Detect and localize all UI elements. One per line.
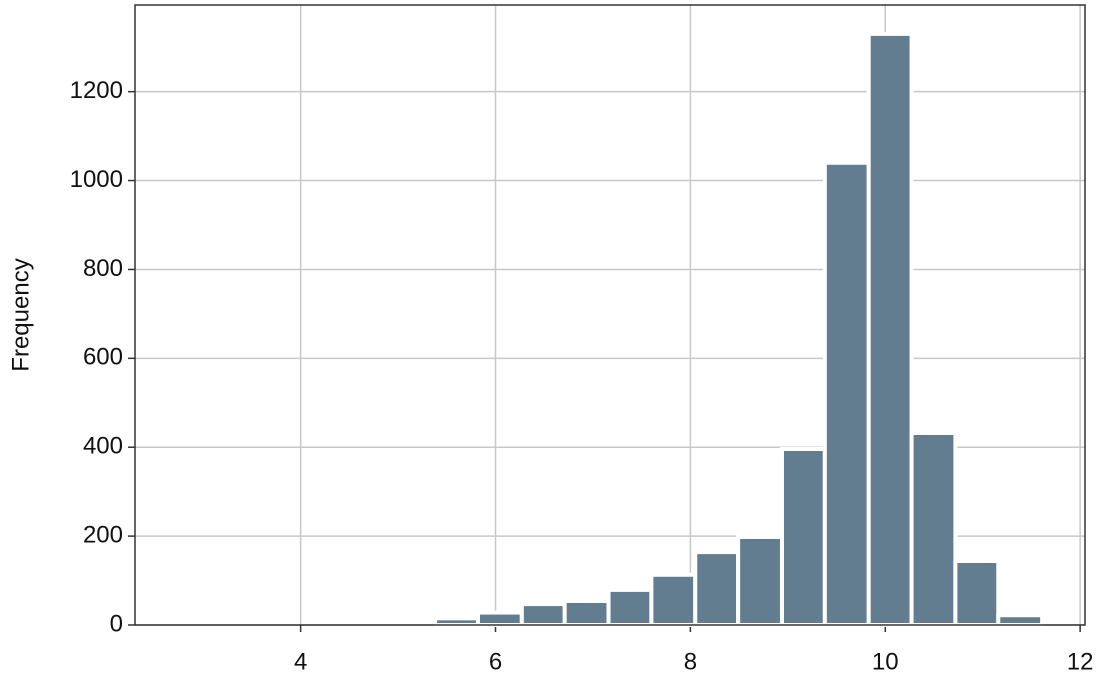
y-tick-label: 200 bbox=[83, 521, 123, 548]
bar bbox=[996, 613, 1045, 628]
bar bbox=[433, 616, 480, 627]
x-tick-label: 4 bbox=[294, 648, 307, 675]
y-tick-label: 1200 bbox=[70, 77, 123, 104]
bar bbox=[519, 602, 567, 627]
y-tick-label: 800 bbox=[83, 255, 123, 282]
plot-frame bbox=[134, 4, 1086, 626]
bar bbox=[475, 610, 524, 627]
y-tick-label: 600 bbox=[83, 344, 123, 371]
bar bbox=[822, 160, 871, 627]
bar bbox=[779, 447, 827, 627]
bar bbox=[736, 535, 784, 627]
y-tick-label: 1000 bbox=[70, 166, 123, 193]
bar bbox=[693, 550, 741, 627]
bar bbox=[909, 431, 958, 627]
bar bbox=[562, 599, 611, 627]
bar bbox=[953, 559, 1001, 627]
y-axis-label: Frequency bbox=[7, 258, 34, 371]
y-tick-label: 0 bbox=[110, 610, 123, 637]
x-tick-label: 6 bbox=[489, 648, 502, 675]
bar bbox=[606, 587, 654, 628]
bar bbox=[649, 572, 698, 627]
y-tick-label: 400 bbox=[83, 433, 123, 460]
x-tick-label: 8 bbox=[684, 648, 697, 675]
bar bbox=[866, 31, 914, 627]
x-tick-label: 10 bbox=[872, 648, 899, 675]
x-tick-label: 12 bbox=[1067, 648, 1094, 675]
